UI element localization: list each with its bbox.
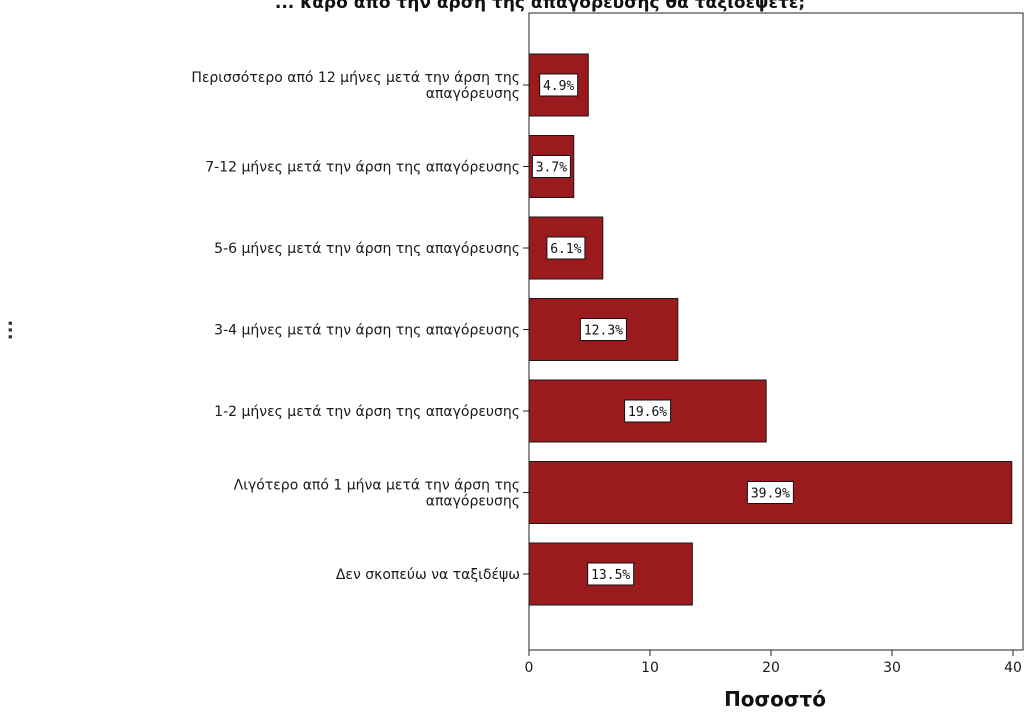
data-label: 6.1% [550, 242, 581, 257]
x-axis-title: Ποσοστό [724, 687, 826, 711]
category-label: Λιγότερο από 1 μήνα μετά την άρση της απα… [234, 478, 520, 510]
x-tick-label: 40 [1004, 660, 1022, 676]
data-label: 13.5% [591, 568, 630, 583]
category-label: 7-12 μήνες μετά την άρση της απαγόρευσης [205, 160, 520, 176]
data-label-box [539, 73, 579, 97]
category-label: 1-2 μήνες μετά την άρση της απαγόρευσης [214, 404, 520, 420]
data-label-box [624, 399, 672, 423]
data-label-box [546, 236, 586, 260]
data-label: 19.6% [628, 405, 667, 420]
data-label: 12.3% [584, 324, 623, 339]
data-label: 4.9% [543, 79, 574, 94]
x-tick-label: 10 [641, 660, 659, 676]
category-label: Περισσότερο από 12 μήνες μετά την άρση τ… [191, 70, 520, 102]
data-label: 3.7% [536, 161, 567, 176]
data-label-box [579, 318, 627, 341]
category-label: Δεν σκοπεύω να ταξιδέψω [336, 567, 520, 583]
chart-title: ... κάρο απο την άρση της απαγόρευσης θα… [275, 0, 805, 13]
x-tick-label: 0 [525, 660, 534, 676]
data-label: 39.9% [751, 487, 790, 502]
category-label: 3-4 μήνες μετά την άρση της απαγόρευσης [214, 323, 520, 339]
data-label-box [531, 155, 571, 178]
y-axis-title: ... [0, 320, 17, 341]
data-label-box [746, 481, 794, 504]
data-label-box [587, 562, 635, 586]
x-tick-label: 30 [883, 660, 901, 676]
category-label: 5-6 μήνες μετά την άρση της απαγόρευσης [214, 241, 520, 257]
bar [528, 53, 589, 117]
x-tick-label: 20 [762, 660, 780, 676]
